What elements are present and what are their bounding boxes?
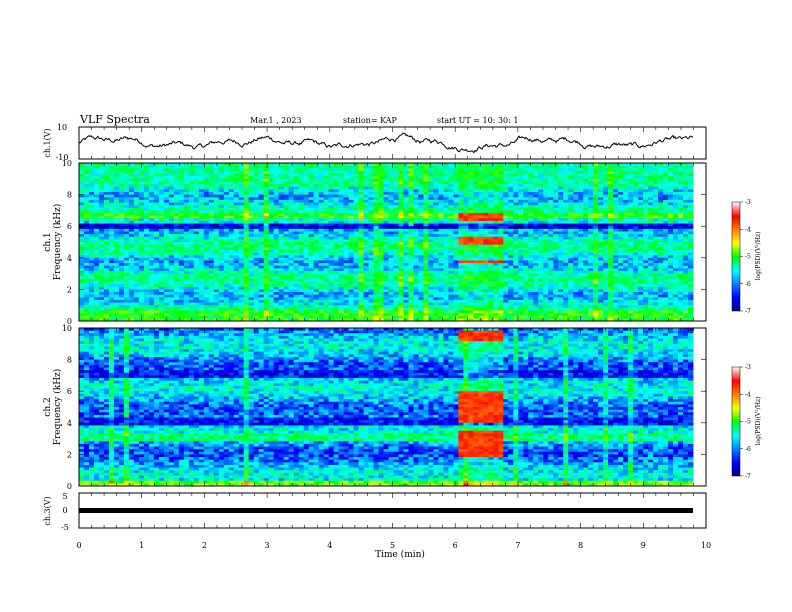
- xtick-label: 0: [76, 541, 81, 550]
- ch2-colorbar-label: log(PSD)(V²/Hz): [755, 397, 762, 446]
- xtick-label: 5: [390, 541, 395, 550]
- xtick-label: 8: [578, 541, 583, 550]
- ch1-colorbar-label: log(PSD)(V²/Hz): [755, 232, 762, 281]
- ch3-ytick-0: 0: [62, 506, 67, 515]
- xtick-label: 1: [139, 541, 144, 550]
- ch2-spec-ylabel-a: ch.2: [43, 397, 53, 416]
- colorbar-tick: -3: [745, 364, 751, 371]
- colorbar-tick: -6: [745, 281, 751, 288]
- ytick-label: 2: [67, 450, 72, 459]
- ytick-label: 10: [62, 159, 72, 168]
- ytick-label: 0: [67, 317, 72, 326]
- ch2-colorbar: [731, 366, 741, 477]
- colorbar-tick: -4: [745, 391, 751, 398]
- xtick-label: 6: [453, 541, 458, 550]
- ytick-label: 2: [67, 285, 72, 294]
- ytick-label: 6: [67, 387, 72, 396]
- start-time-label: start UT = 10: 30: 1: [437, 116, 519, 125]
- colorbar-tick: -3: [745, 199, 751, 206]
- ch1-colorbar: [731, 201, 741, 312]
- ch1-spec-ylabel-b: Frequency (kHz): [52, 204, 63, 281]
- ch2-spec-ylabel-b: Frequency (kHz): [52, 369, 63, 446]
- figure-title: VLF Spectra: [80, 113, 150, 126]
- xtick-label: 7: [515, 541, 520, 550]
- ytick-label: 4: [67, 254, 72, 263]
- ch1-spec-ylabel-a: ch.1: [43, 232, 53, 251]
- date-label: Mar.1 , 2023: [250, 116, 302, 125]
- ch1-ytick-neg10: -10: [56, 153, 69, 162]
- ch3-waveform-line: [79, 508, 693, 513]
- station-label: station= KAP: [343, 116, 397, 125]
- ch1-waveform-panel: 10 -10 ch.1(V): [43, 123, 707, 162]
- ytick-label: 4: [67, 419, 72, 428]
- colorbar-tick: -6: [745, 446, 751, 453]
- ch3-ytick-5: 5: [62, 492, 67, 501]
- ch1-ytick-10: 10: [57, 123, 67, 132]
- ytick-label: 8: [67, 191, 72, 200]
- colorbar-tick: -7: [745, 308, 751, 315]
- colorbar-tick: -5: [745, 254, 751, 261]
- xtick-label: 10: [701, 541, 711, 550]
- ch1-waveform-line: [78, 132, 694, 154]
- ch1-ylabel: ch.1(V): [43, 128, 52, 157]
- colorbar-tick: -5: [745, 419, 751, 426]
- ytick-label: 10: [62, 324, 72, 333]
- xtick-label: 3: [265, 541, 270, 550]
- x-axis-label: Time (min): [375, 549, 425, 560]
- ch3-ytick-neg5: -5: [61, 523, 69, 532]
- colorbar-tick: -4: [745, 226, 751, 233]
- ytick-label: 0: [67, 482, 72, 491]
- ch3-waveform-panel: 5 0 -5 ch.3(V) 0 1 2 3 4 5 6 7 8 9 10 Time (min): [43, 492, 711, 560]
- ytick-label: 6: [67, 222, 72, 231]
- ytick-label: 8: [67, 356, 72, 365]
- ch3-ylabel: ch.3(V): [43, 496, 52, 525]
- xtick-label: 4: [327, 541, 332, 550]
- xtick-label: 2: [202, 541, 207, 550]
- colorbar-tick: -7: [745, 473, 751, 480]
- xtick-label: 9: [641, 541, 646, 550]
